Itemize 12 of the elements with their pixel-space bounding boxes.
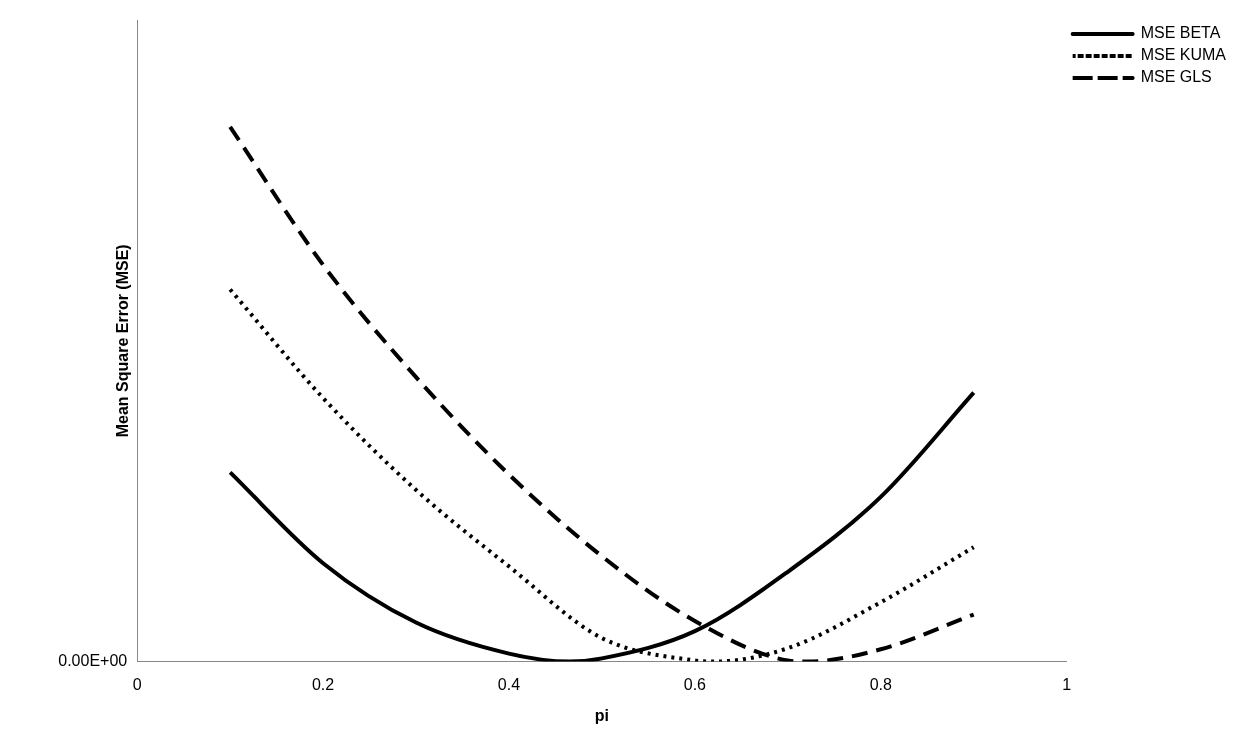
- text: 0.00E+00: [58, 652, 128, 670]
- y-axis-title: Mean Square Error (MSE): [114, 244, 132, 438]
- x-tick-label: 0.8: [869, 675, 892, 693]
- x-axis-title: pi: [594, 706, 610, 724]
- x-tick-label: 1: [1062, 675, 1072, 693]
- legend-label: MSE BETA: [1140, 24, 1221, 42]
- x-tick-label: 0: [132, 675, 142, 693]
- x-tick-label: 0.2: [311, 675, 335, 693]
- x-tick-label: 0.6: [683, 675, 707, 693]
- legend-label: MSE KUMA: [1140, 46, 1227, 64]
- legend-label: MSE GLS: [1140, 68, 1212, 86]
- x-tick-label: 0.4: [497, 675, 521, 693]
